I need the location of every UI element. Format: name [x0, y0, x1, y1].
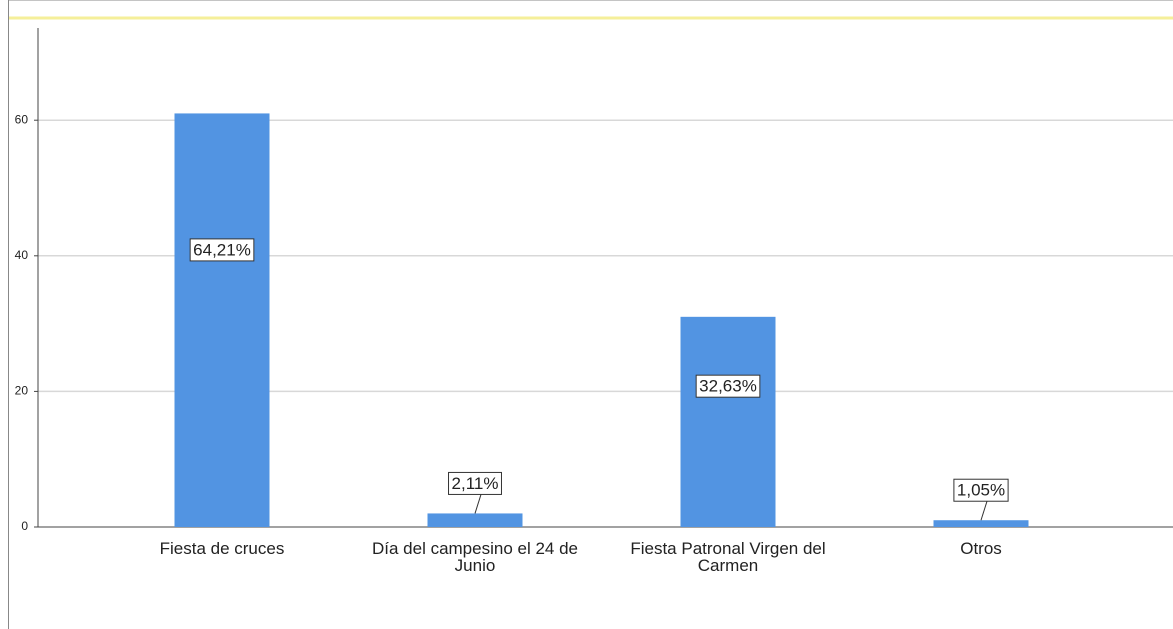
data-label-box	[953, 478, 1009, 502]
frame	[8, 0, 1173, 629]
bar	[680, 316, 776, 527]
data-label: 1,05%	[957, 481, 1005, 500]
x-tick-label: Otros	[960, 539, 1002, 558]
data-label: 2,11%	[452, 474, 499, 493]
data-label: 64,21%	[193, 240, 251, 259]
x-tick-label: Fiesta de cruces	[159, 539, 285, 558]
y-tick-label: 60	[15, 112, 29, 126]
x-tick-label: Día del campesino el 24 de Junio	[371, 539, 579, 575]
data-label-box	[189, 238, 255, 262]
label-leader	[474, 494, 482, 514]
y-tick-label: 40	[15, 248, 29, 262]
y-tick-label: 0	[21, 519, 28, 533]
data-label-box	[695, 374, 761, 398]
bar	[427, 513, 523, 527]
y-tick-label: 20	[15, 384, 29, 398]
data-label-box	[448, 471, 502, 495]
bar	[933, 520, 1029, 527]
data-label: 32,63%	[699, 377, 757, 396]
label-leader	[980, 501, 988, 521]
bar	[174, 113, 270, 527]
x-tick-label: Fiesta Patronal Virgen del Carmen	[630, 539, 826, 575]
